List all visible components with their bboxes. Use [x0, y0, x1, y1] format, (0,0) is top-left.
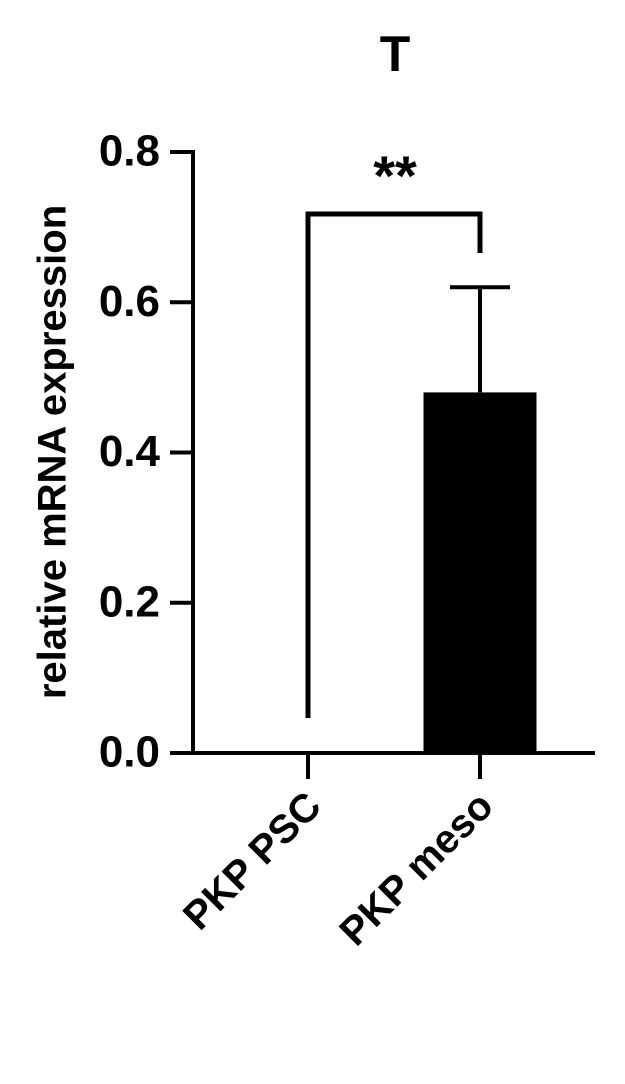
- chart-title: T: [380, 26, 411, 82]
- y-tick-label: 0.4: [99, 427, 161, 476]
- y-tick-label: 0.2: [99, 577, 160, 626]
- y-tick-label: 0.8: [99, 127, 160, 176]
- y-tick-label: 0.6: [99, 277, 160, 326]
- x-tick-label: PKP meso: [331, 784, 502, 955]
- y-axis-label: relative mRNA expression: [31, 205, 75, 699]
- significance-label: **: [373, 144, 417, 207]
- significance-bracket: [305, 211, 483, 718]
- bar: [423, 392, 537, 753]
- x-tick-label: PKP PSC: [175, 784, 330, 939]
- y-tick-label: 0.0: [99, 728, 160, 777]
